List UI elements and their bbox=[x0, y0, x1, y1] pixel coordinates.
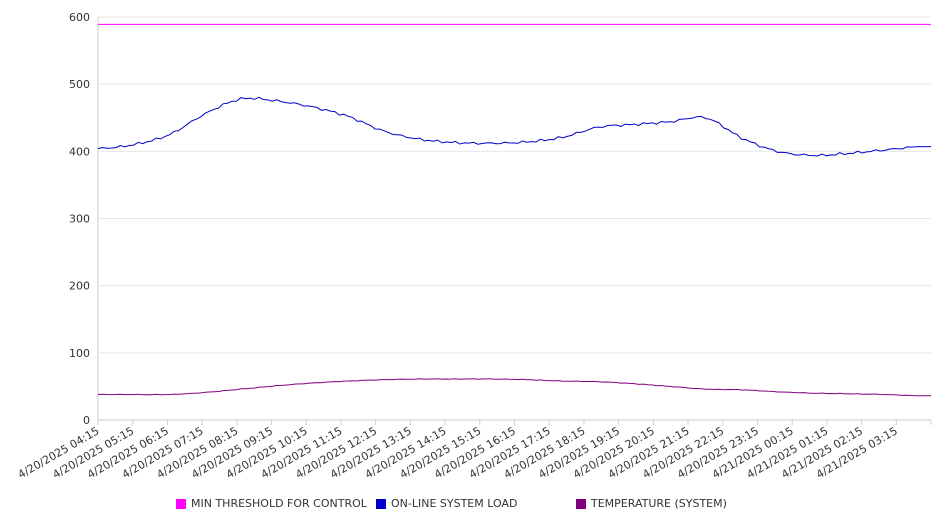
y-tick-label: 600 bbox=[69, 11, 90, 24]
y-tick-label: 0 bbox=[83, 414, 90, 427]
legend-item-system-load[interactable]: ON-LINE SYSTEM LOAD bbox=[376, 497, 517, 510]
legend-item-temperature[interactable]: TEMPERATURE (SYSTEM) bbox=[576, 497, 727, 510]
y-tick-label: 200 bbox=[69, 280, 90, 293]
legend-label-min-threshold: MIN THRESHOLD FOR CONTROL bbox=[191, 497, 367, 510]
legend-swatch-temperature bbox=[576, 498, 586, 509]
gridlines bbox=[98, 16, 931, 354]
legend-swatch-system-load bbox=[376, 498, 386, 509]
series-lines bbox=[97, 23, 932, 397]
axes bbox=[97, 17, 932, 425]
y-tick-label: 100 bbox=[69, 347, 90, 360]
series-line-temperature[interactable] bbox=[97, 378, 932, 397]
legend-label-temperature: TEMPERATURE (SYSTEM) bbox=[591, 497, 727, 510]
legend-item-min-threshold[interactable]: MIN THRESHOLD FOR CONTROL bbox=[176, 497, 367, 510]
legend: MIN THRESHOLD FOR CONTROL ON-LINE SYSTEM… bbox=[0, 497, 946, 515]
x-axis-tick-labels: 4/20/2025 04:154/20/2025 05:154/20/2025 … bbox=[16, 424, 900, 481]
y-tick-label: 400 bbox=[69, 145, 90, 158]
legend-swatch-min-threshold bbox=[176, 498, 186, 509]
series-line-system-load[interactable] bbox=[97, 96, 932, 157]
y-axis-tick-labels: 0 100 200 300 400 500 600 bbox=[69, 11, 90, 427]
y-tick-label: 500 bbox=[69, 78, 90, 91]
legend-label-system-load: ON-LINE SYSTEM LOAD bbox=[391, 497, 518, 510]
y-tick-label: 300 bbox=[69, 213, 90, 226]
